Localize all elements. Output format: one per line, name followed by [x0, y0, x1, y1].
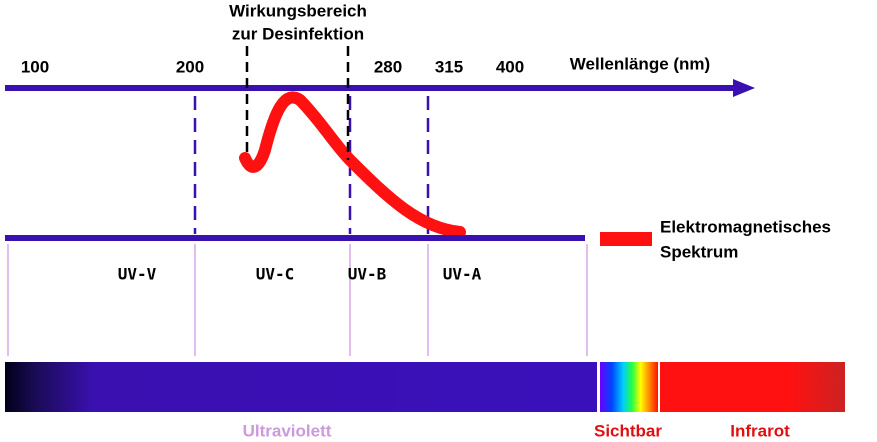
band-label: UV-C — [256, 265, 295, 284]
infrared-label: Infrarot — [730, 421, 790, 440]
tick-label: 280 — [374, 57, 402, 76]
arrow-head — [733, 79, 755, 97]
legend-text: Elektromagnetisches — [660, 217, 831, 236]
efficacy-curve — [239, 91, 466, 238]
tick-label: 315 — [435, 57, 463, 76]
tick-label: 400 — [496, 57, 524, 76]
legend-text: Spektrum — [660, 242, 738, 261]
ultraviolet-label: Ultraviolett — [243, 421, 332, 440]
title-line: zur Desinfektion — [232, 24, 364, 43]
band-label: UV-B — [348, 265, 387, 284]
axis-label: Wellenlänge (nm) — [570, 54, 710, 73]
band-label: UV-A — [443, 265, 482, 284]
band-guides — [7, 244, 588, 356]
title-line: Wirkungsbereich — [229, 1, 367, 20]
tick-label: 100 — [21, 57, 49, 76]
legend-swatch — [600, 232, 652, 246]
infrared-band — [660, 362, 845, 412]
band-label: UV-V — [118, 265, 157, 284]
visible-band — [600, 362, 658, 412]
visible-label: Sichtbar — [594, 421, 662, 440]
uv-band — [5, 362, 597, 412]
efficacy-markers — [245, 46, 350, 160]
tick-label: 200 — [176, 57, 204, 76]
